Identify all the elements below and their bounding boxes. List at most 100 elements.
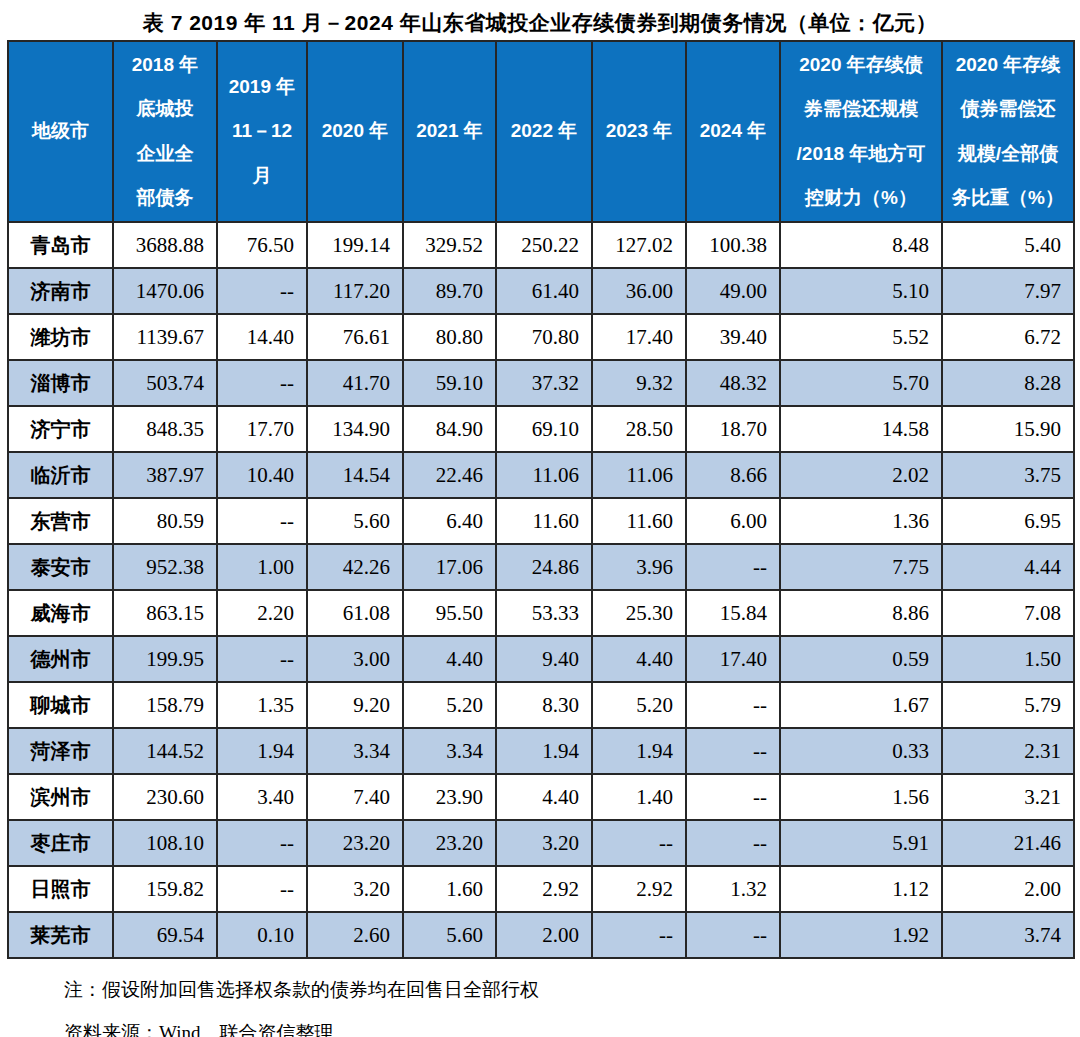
value-cell: 3.74 bbox=[942, 912, 1074, 958]
value-cell: 7.08 bbox=[942, 590, 1074, 636]
value-cell: 5.91 bbox=[780, 820, 942, 866]
header-cell: 2018 年 底城投 企业全 部债务 bbox=[113, 41, 217, 222]
document-page: 表 7 2019 年 11 月－2024 年山东省城投企业存续债券到期债务情况（… bbox=[0, 0, 1080, 1037]
value-cell: 387.97 bbox=[113, 452, 217, 498]
value-cell: -- bbox=[686, 544, 780, 590]
value-cell: 69.54 bbox=[113, 912, 217, 958]
value-cell: 6.00 bbox=[686, 498, 780, 544]
table-row: 日照市159.82--3.201.602.922.921.321.122.00 bbox=[8, 866, 1074, 912]
table-row: 东营市80.59--5.606.4011.6011.606.001.366.95 bbox=[8, 498, 1074, 544]
value-cell: 59.10 bbox=[403, 360, 496, 406]
value-cell: 1.50 bbox=[942, 636, 1074, 682]
table-row: 莱芜市69.540.102.605.602.00----1.923.74 bbox=[8, 912, 1074, 958]
city-cell: 枣庄市 bbox=[8, 820, 113, 866]
value-cell: 9.40 bbox=[496, 636, 592, 682]
value-cell: 2.02 bbox=[780, 452, 942, 498]
value-cell: 3.00 bbox=[307, 636, 403, 682]
value-cell: 11.60 bbox=[592, 498, 686, 544]
value-cell: 1.00 bbox=[217, 544, 307, 590]
value-cell: 15.84 bbox=[686, 590, 780, 636]
table-row: 德州市199.95--3.004.409.404.4017.400.591.50 bbox=[8, 636, 1074, 682]
value-cell: 7.97 bbox=[942, 268, 1074, 314]
value-cell: 134.90 bbox=[307, 406, 403, 452]
value-cell: 952.38 bbox=[113, 544, 217, 590]
value-cell: 1.32 bbox=[686, 866, 780, 912]
city-cell: 济宁市 bbox=[8, 406, 113, 452]
table-row: 聊城市158.791.359.205.208.305.20--1.675.79 bbox=[8, 682, 1074, 728]
city-cell: 临沂市 bbox=[8, 452, 113, 498]
city-cell: 淄博市 bbox=[8, 360, 113, 406]
header-cell: 2021 年 bbox=[403, 41, 496, 222]
value-cell: 6.95 bbox=[942, 498, 1074, 544]
city-cell: 日照市 bbox=[8, 866, 113, 912]
value-cell: 329.52 bbox=[403, 222, 496, 268]
value-cell: 18.70 bbox=[686, 406, 780, 452]
value-cell: 7.75 bbox=[780, 544, 942, 590]
value-cell: 61.08 bbox=[307, 590, 403, 636]
header-cell: 2019 年 11－12 月 bbox=[217, 41, 307, 222]
value-cell: 11.06 bbox=[592, 452, 686, 498]
city-cell: 泰安市 bbox=[8, 544, 113, 590]
value-cell: 11.60 bbox=[496, 498, 592, 544]
table-notes: 注：假设附加回售选择权条款的债券均在回售日全部行权 资料来源：Wind、联合资信… bbox=[64, 969, 1080, 1037]
source-line: 资料来源：Wind、联合资信整理 bbox=[64, 1012, 1080, 1037]
value-cell: 0.33 bbox=[780, 728, 942, 774]
city-cell: 莱芜市 bbox=[8, 912, 113, 958]
value-cell: 11.06 bbox=[496, 452, 592, 498]
value-cell: 230.60 bbox=[113, 774, 217, 820]
table-row: 淄博市503.74--41.7059.1037.329.3248.325.708… bbox=[8, 360, 1074, 406]
value-cell: 23.90 bbox=[403, 774, 496, 820]
header-cell: 2020 年存续 债券需偿还 规模/全部债 务比重（%） bbox=[942, 41, 1074, 222]
table-row: 济宁市848.3517.70134.9084.9069.1028.5018.70… bbox=[8, 406, 1074, 452]
city-cell: 滨州市 bbox=[8, 774, 113, 820]
header-cell: 地级市 bbox=[8, 41, 113, 222]
table-row: 临沂市387.9710.4014.5422.4611.0611.068.662.… bbox=[8, 452, 1074, 498]
debt-maturity-table: 地级市2018 年 底城投 企业全 部债务2019 年 11－12 月 2020 … bbox=[7, 40, 1075, 959]
value-cell: 95.50 bbox=[403, 590, 496, 636]
value-cell: 3.20 bbox=[496, 820, 592, 866]
header-cell: 2020 年存续债 券需偿还规模 /2018 年地方可 控财力（%） bbox=[780, 41, 942, 222]
value-cell: 2.92 bbox=[496, 866, 592, 912]
value-cell: 8.48 bbox=[780, 222, 942, 268]
value-cell: -- bbox=[686, 728, 780, 774]
value-cell: 250.22 bbox=[496, 222, 592, 268]
value-cell: 5.20 bbox=[592, 682, 686, 728]
value-cell: 6.40 bbox=[403, 498, 496, 544]
table-header: 地级市2018 年 底城投 企业全 部债务2019 年 11－12 月 2020 … bbox=[8, 41, 1074, 222]
value-cell: 76.61 bbox=[307, 314, 403, 360]
value-cell: 70.80 bbox=[496, 314, 592, 360]
value-cell: 10.40 bbox=[217, 452, 307, 498]
value-cell: 17.40 bbox=[592, 314, 686, 360]
value-cell: -- bbox=[217, 866, 307, 912]
value-cell: 1139.67 bbox=[113, 314, 217, 360]
value-cell: 2.60 bbox=[307, 912, 403, 958]
value-cell: -- bbox=[686, 774, 780, 820]
value-cell: 9.32 bbox=[592, 360, 686, 406]
value-cell: -- bbox=[217, 636, 307, 682]
city-cell: 聊城市 bbox=[8, 682, 113, 728]
value-cell: 3688.88 bbox=[113, 222, 217, 268]
value-cell: 14.58 bbox=[780, 406, 942, 452]
value-cell: 5.79 bbox=[942, 682, 1074, 728]
note-line: 注：假设附加回售选择权条款的债券均在回售日全部行权 bbox=[64, 969, 1080, 1012]
value-cell: 4.44 bbox=[942, 544, 1074, 590]
header-cell: 2023 年 bbox=[592, 41, 686, 222]
value-cell: 5.60 bbox=[403, 912, 496, 958]
value-cell: 2.00 bbox=[496, 912, 592, 958]
value-cell: 5.10 bbox=[780, 268, 942, 314]
value-cell: 2.00 bbox=[942, 866, 1074, 912]
table-row: 滨州市230.603.407.4023.904.401.40--1.563.21 bbox=[8, 774, 1074, 820]
value-cell: -- bbox=[217, 268, 307, 314]
value-cell: 863.15 bbox=[113, 590, 217, 636]
value-cell: 3.34 bbox=[307, 728, 403, 774]
value-cell: 117.20 bbox=[307, 268, 403, 314]
value-cell: 9.20 bbox=[307, 682, 403, 728]
value-cell: 84.90 bbox=[403, 406, 496, 452]
value-cell: 127.02 bbox=[592, 222, 686, 268]
value-cell: 41.70 bbox=[307, 360, 403, 406]
table-row: 潍坊市1139.6714.4076.6180.8070.8017.4039.40… bbox=[8, 314, 1074, 360]
value-cell: 159.82 bbox=[113, 866, 217, 912]
value-cell: 8.86 bbox=[780, 590, 942, 636]
city-cell: 青岛市 bbox=[8, 222, 113, 268]
value-cell: 14.40 bbox=[217, 314, 307, 360]
